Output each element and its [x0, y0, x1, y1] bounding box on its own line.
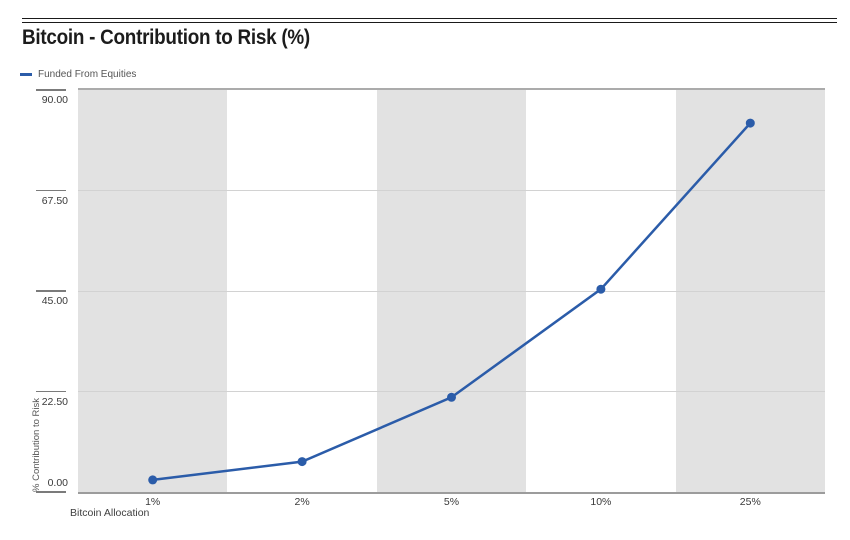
x-tick-label: 5%	[443, 496, 460, 508]
y-tick	[36, 89, 66, 91]
y-tick-label: 0.00	[47, 477, 68, 489]
y-tick	[36, 491, 66, 493]
h-gridline	[78, 190, 825, 191]
data-point	[596, 284, 606, 294]
x-tick-label: 10%	[590, 496, 612, 508]
series-svg	[148, 118, 755, 485]
y-tick-label: 22.50	[41, 395, 68, 408]
y-tick	[36, 390, 66, 392]
title-divider	[22, 18, 837, 23]
legend: Funded From Equities	[20, 69, 136, 80]
y-tick-label: 90.00	[41, 94, 68, 106]
y-tick	[36, 290, 66, 292]
data-point	[447, 392, 456, 402]
x-tick-label: 1%	[145, 496, 161, 508]
chart-title: Bitcoin - Contribution to Risk (%)	[22, 26, 310, 49]
x-axis-title: Bitcoin Allocation	[70, 507, 150, 519]
h-gridline	[78, 290, 825, 292]
data-point	[148, 475, 158, 485]
data-point	[297, 457, 307, 467]
y-tick	[36, 189, 66, 191]
y-tick-label: 45.00	[41, 295, 68, 307]
legend-label: Funded From Equities	[38, 69, 137, 80]
x-tick-label: 25%	[739, 496, 761, 508]
x-tick-label: 2%	[294, 496, 310, 508]
data-point	[745, 118, 755, 128]
h-gridline	[78, 391, 825, 392]
legend-line-marker	[20, 73, 32, 76]
series-line	[152, 122, 752, 482]
y-tick-label: 67.50	[41, 194, 68, 207]
plot-area	[78, 88, 825, 494]
